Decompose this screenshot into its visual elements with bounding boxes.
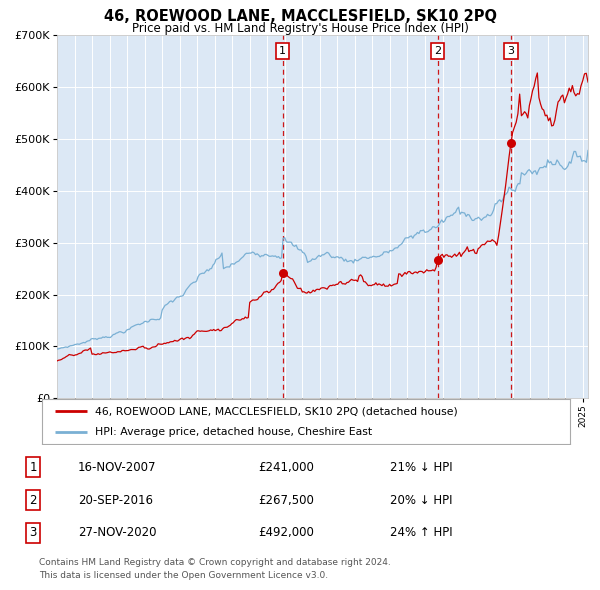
Text: 2: 2 xyxy=(29,493,37,507)
Text: £241,000: £241,000 xyxy=(258,461,314,474)
Text: 16-NOV-2007: 16-NOV-2007 xyxy=(78,461,157,474)
Text: 20-SEP-2016: 20-SEP-2016 xyxy=(78,493,153,507)
Text: 21% ↓ HPI: 21% ↓ HPI xyxy=(390,461,452,474)
Text: 3: 3 xyxy=(29,526,37,539)
Text: 46, ROEWOOD LANE, MACCLESFIELD, SK10 2PQ (detached house): 46, ROEWOOD LANE, MACCLESFIELD, SK10 2PQ… xyxy=(95,407,458,417)
Text: 46, ROEWOOD LANE, MACCLESFIELD, SK10 2PQ: 46, ROEWOOD LANE, MACCLESFIELD, SK10 2PQ xyxy=(104,9,497,24)
Text: £492,000: £492,000 xyxy=(258,526,314,539)
Text: HPI: Average price, detached house, Cheshire East: HPI: Average price, detached house, Ches… xyxy=(95,427,372,437)
Text: Contains HM Land Registry data © Crown copyright and database right 2024.: Contains HM Land Registry data © Crown c… xyxy=(39,558,391,566)
Text: 1: 1 xyxy=(279,46,286,56)
Text: 1: 1 xyxy=(29,461,37,474)
Text: 24% ↑ HPI: 24% ↑ HPI xyxy=(390,526,452,539)
Text: 3: 3 xyxy=(508,46,514,56)
Text: 27-NOV-2020: 27-NOV-2020 xyxy=(78,526,157,539)
Text: This data is licensed under the Open Government Licence v3.0.: This data is licensed under the Open Gov… xyxy=(39,571,328,579)
Text: £267,500: £267,500 xyxy=(258,493,314,507)
Text: 20% ↓ HPI: 20% ↓ HPI xyxy=(390,493,452,507)
Text: 2: 2 xyxy=(434,46,441,56)
Text: Price paid vs. HM Land Registry's House Price Index (HPI): Price paid vs. HM Land Registry's House … xyxy=(131,22,469,35)
